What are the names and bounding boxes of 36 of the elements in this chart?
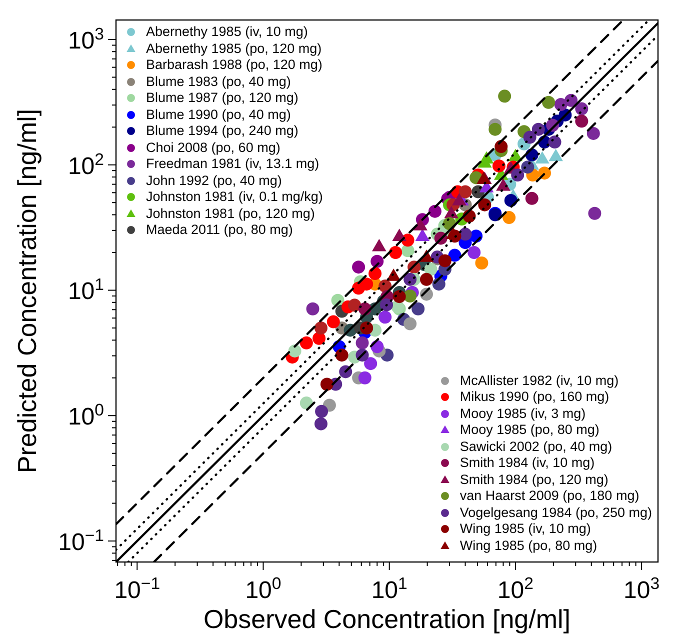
legend-label: Vogelgesang 1984 (po, 250 mg)	[460, 504, 652, 521]
y-tick-label: 10$^{−1}$	[58, 526, 104, 556]
y-tick-label: 10$^{3}$	[68, 24, 104, 54]
legend-label: John 1992 (po, 40 mg)	[146, 172, 282, 189]
y-tick-label: 10$^{0}$	[68, 400, 104, 431]
y-tick-label: 10$^{2}$	[68, 149, 104, 180]
legend-label: Mooy 1985 (po, 80 mg)	[460, 422, 600, 438]
legend-label: McAllister 1982 (iv, 10 mg)	[460, 372, 619, 389]
x-tick-label: 10$^{1}$	[371, 574, 408, 604]
legend-label: Blume 1990 (po, 40 mg)	[146, 106, 291, 123]
legend-label: Barbarash 1988 (po, 120 mg)	[146, 57, 322, 74]
legend-label: Wing 1985 (po, 80 mg)	[460, 538, 598, 554]
y-tick-label: 10$^{1}$	[68, 274, 104, 306]
legend-label: Blume 1983 (po, 40 mg)	[146, 74, 291, 90]
y-axis-title: Predicted Concentration [ng/ml]	[12, 108, 42, 474]
legend-label: Johnston 1981 (iv, 0.1 mg/kg)	[146, 189, 323, 206]
legend-label: Sawicki 2002 (po, 40 mg)	[460, 438, 612, 455]
legend-label: Smith 1984 (iv, 10 mg)	[460, 455, 595, 472]
legend-label: Wing 1985 (iv, 10 mg)	[460, 521, 591, 538]
legend-label: Johnston 1981 (po, 120 mg)	[146, 206, 315, 222]
legend-label: Freedman 1981 (iv, 13.1 mg)	[146, 156, 320, 172]
legend-label: Blume 1987 (po, 120 mg)	[146, 90, 298, 106]
x-tick-label: 10$^{2}$	[497, 574, 534, 604]
x-tick-label: 10$^{3}$	[624, 574, 660, 604]
legend-label: Abernethy 1985 (iv, 10 mg)	[146, 24, 308, 40]
legend-label: Smith 1984 (po, 120 mg)	[460, 472, 608, 488]
legend-label: Blume 1994 (po, 240 mg)	[146, 123, 298, 140]
x-tick-label: 10$^{0}$	[245, 574, 282, 604]
legend-label: Mikus 1990 (po, 160 mg)	[460, 389, 610, 406]
legend-label: van Haarst 2009 (po, 180 mg)	[460, 488, 640, 504]
x-axis-title: Observed Concentration [ng/ml]	[203, 604, 571, 634]
legend-label: Mooy 1985 (iv, 3 mg)	[460, 406, 586, 422]
legend-label: Abernethy 1985 (po, 120 mg)	[146, 40, 322, 57]
x-tick-label: 10$^{−1}$	[114, 574, 160, 604]
legend-label: Maeda 2011 (po, 80 mg)	[146, 222, 293, 238]
legend-label: Choi 2008 (po, 60 mg)	[146, 140, 280, 156]
